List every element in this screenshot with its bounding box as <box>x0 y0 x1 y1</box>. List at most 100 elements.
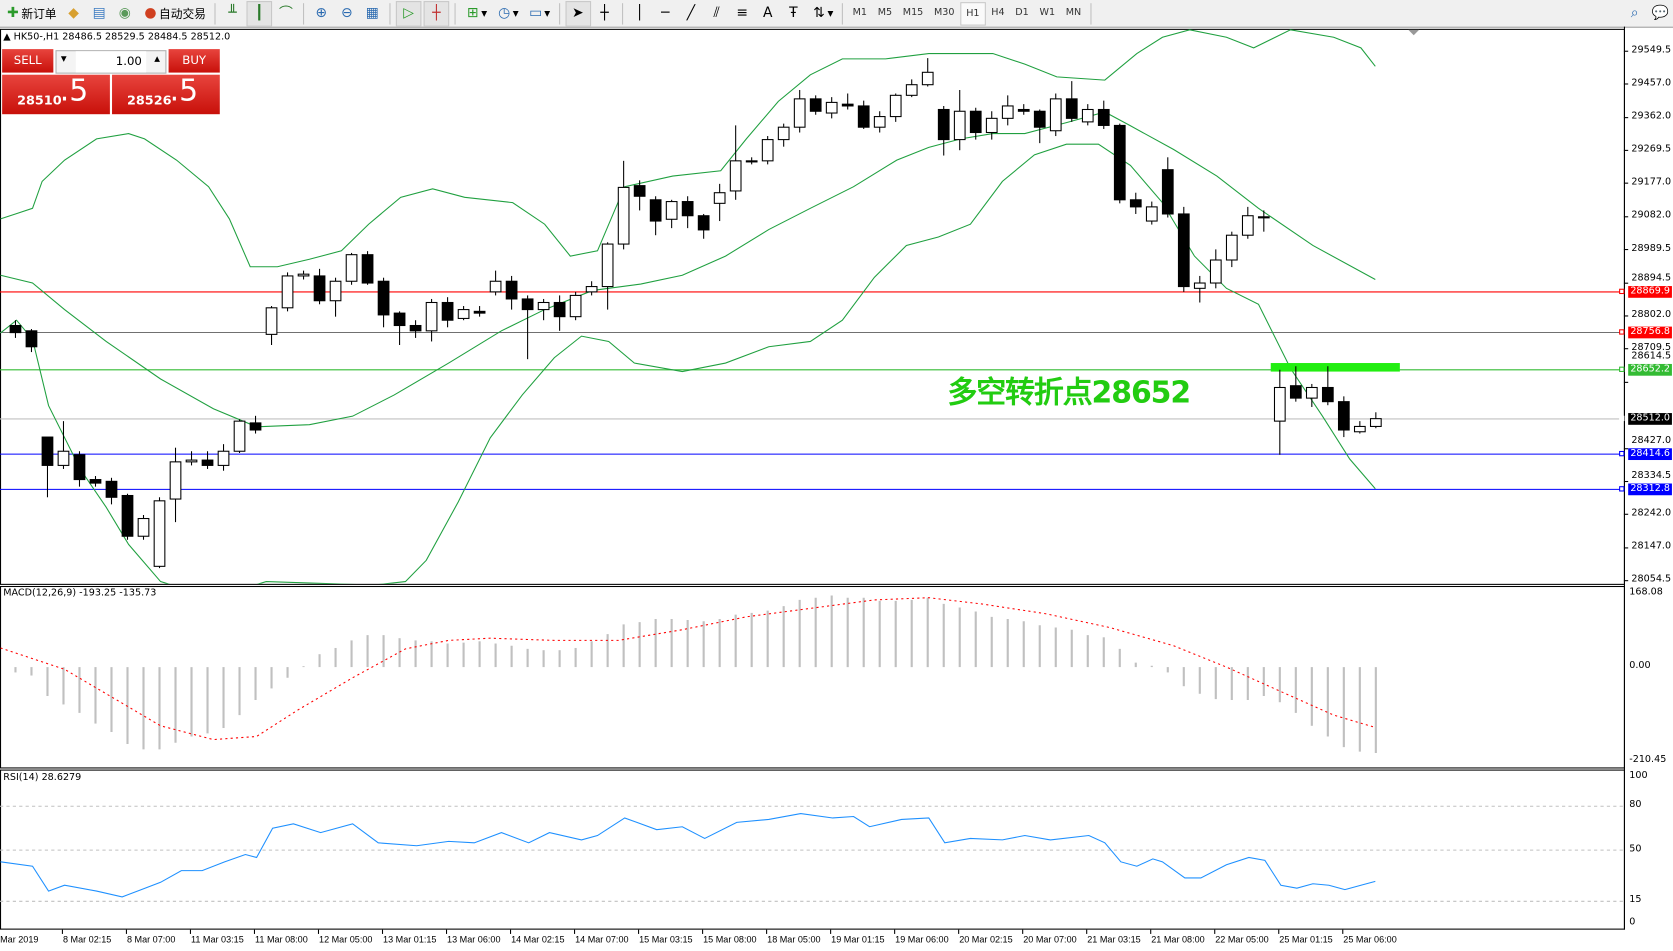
separator <box>454 2 456 25</box>
time-label: 7 Mar 2019 <box>0 933 39 945</box>
horizontal-line-icon: ─ <box>661 4 670 21</box>
periods-icon: ◷ <box>498 4 511 21</box>
line-chart-icon: ⌒ <box>278 4 293 21</box>
periods-button[interactable]: ◷ ▾ <box>492 2 521 25</box>
chat-button[interactable]: 💬 <box>1648 2 1671 25</box>
arrows-icon: ⇅ <box>813 4 825 21</box>
rsi-tick-label: 80 <box>1629 799 1642 811</box>
time-label: 11 Mar 08:00 <box>255 933 308 945</box>
text-button[interactable]: A <box>756 2 779 25</box>
bull-candle <box>233 420 246 452</box>
bear-candle <box>1337 401 1350 431</box>
bull-candle <box>457 309 470 319</box>
bull-candle <box>921 71 934 86</box>
bull-candle <box>617 186 630 245</box>
price-tick-label: 29362.0 <box>1631 111 1672 122</box>
buy-button[interactable]: BUY <box>168 49 220 73</box>
bull-candle <box>1369 418 1382 427</box>
lot-size-stepper[interactable]: ▼ 1.00 ▲ <box>55 50 167 74</box>
indicators-button[interactable]: ⊞ ▾ <box>461 2 490 25</box>
price-tick-label: 29549.5 <box>1631 44 1672 56</box>
search-button[interactable]: ⌕ <box>1623 2 1646 25</box>
lot-size-input[interactable]: 1.00 <box>75 51 147 73</box>
trendline-button[interactable]: ╱ <box>679 2 702 25</box>
collapse-triangle-icon[interactable]: ▲ <box>3 32 14 43</box>
time-label: 25 Mar 06:00 <box>1343 933 1397 945</box>
bear-candle <box>313 275 326 302</box>
bear-candle <box>841 103 854 107</box>
auto-trading-button[interactable]: ● 自动交易 <box>139 2 209 25</box>
cursor-button[interactable]: ➤ <box>565 0 591 27</box>
bear-candle <box>553 301 566 318</box>
templates-button[interactable]: ▭ ▾ <box>529 4 551 21</box>
level-handle <box>1619 329 1625 335</box>
chart-shift-button[interactable]: ┼ <box>423 0 450 27</box>
lot-decrease-icon[interactable]: ▼ <box>60 54 67 63</box>
zoom-in-button[interactable]: ⊕ <box>309 2 332 25</box>
bear-candle <box>105 480 118 498</box>
time-label: 8 Mar 07:00 <box>126 933 176 945</box>
bull-candle <box>489 280 502 293</box>
tile-windows-button[interactable]: ▦ <box>361 2 384 25</box>
bar-chart-button[interactable]: ╨ <box>221 2 244 25</box>
horizontal-line-button[interactable]: ─ <box>654 2 677 25</box>
candlestick-icon: ┃ <box>255 4 264 21</box>
new-order-button[interactable]: ✚ 新订单 <box>1 2 60 25</box>
bull-candle <box>873 116 886 128</box>
sell-price-button[interactable]: 28510 .5 <box>2 73 110 115</box>
lot-increase-icon[interactable]: ▲ <box>154 54 161 63</box>
time-label: 19 Mar 06:00 <box>895 933 949 945</box>
bollinger-middle-line <box>0 111 1376 428</box>
fibonacci-button[interactable]: ⫽ <box>705 2 728 25</box>
zoom-out-button[interactable]: ⊖ <box>335 2 358 25</box>
navigator-button[interactable]: ▤ <box>87 2 110 25</box>
text-label-button[interactable]: Ŧ <box>782 2 805 25</box>
arrows-button[interactable]: ⇅ ▾ <box>807 2 836 25</box>
timeframe-w1[interactable]: W1 <box>1039 6 1056 18</box>
equidistant-channel-button[interactable]: ≡ <box>730 2 753 25</box>
timeframe-m15[interactable]: M15 <box>902 6 924 18</box>
timeframe-mn[interactable]: MN <box>1065 6 1082 18</box>
timeframe-d1[interactable]: D1 <box>1015 6 1029 18</box>
bull-candle <box>713 192 726 204</box>
buy-price-button[interactable]: 28526 .5 <box>112 73 220 115</box>
price-level-label: 28414.6 <box>1628 447 1673 460</box>
level-handle <box>1619 415 1625 422</box>
bear-candle <box>1321 386 1334 403</box>
timeframe-m5[interactable]: M5 <box>877 6 893 18</box>
cursor-icon: ➤ <box>572 4 584 21</box>
timeframe-h1[interactable]: H1 <box>959 1 986 26</box>
market-watch-button[interactable]: ◆ <box>62 2 85 25</box>
time-label: 21 Mar 08:00 <box>1151 933 1205 945</box>
price-tick-label: 28989.5 <box>1631 243 1672 254</box>
bull-candle <box>953 110 966 141</box>
auto-scroll-button[interactable]: ▷ <box>395 0 422 27</box>
price-tick-label: 28334.5 <box>1631 470 1672 481</box>
sell-button[interactable]: SELL <box>2 49 54 73</box>
bear-candle <box>1017 108 1030 112</box>
price-tick-label: 28427.0 <box>1631 434 1672 446</box>
candlestick-button[interactable]: ┃ <box>246 0 273 27</box>
timeframe-m1[interactable]: M1 <box>852 6 868 18</box>
bear-candle <box>1289 385 1302 399</box>
signal-button[interactable]: ◉ <box>113 2 136 25</box>
bull-candle <box>905 84 918 96</box>
bull-candle <box>217 450 230 466</box>
timeframe-m30[interactable]: M30 <box>933 6 955 18</box>
bull-candle <box>761 139 774 162</box>
price-tick-label: 28242.0 <box>1631 507 1672 519</box>
time-label: 20 Mar 07:00 <box>1023 933 1077 945</box>
separator <box>841 2 844 25</box>
crosshair-button[interactable]: ┼ <box>593 2 616 25</box>
price-tick-label: 28614.5 <box>1631 350 1672 362</box>
timeframe-h4[interactable]: H4 <box>991 6 1005 18</box>
bear-candle <box>505 280 518 300</box>
line-chart-button[interactable]: ⌒ <box>274 2 297 25</box>
bull-candle <box>1353 425 1366 433</box>
bear-candle <box>73 454 86 481</box>
time-label: 22 Mar 05:00 <box>1215 933 1269 945</box>
rsi-tick-label: 15 <box>1629 894 1642 906</box>
time-label: 11 Mar 03:15 <box>190 933 244 945</box>
vertical-line-button[interactable]: │ <box>628 2 651 25</box>
